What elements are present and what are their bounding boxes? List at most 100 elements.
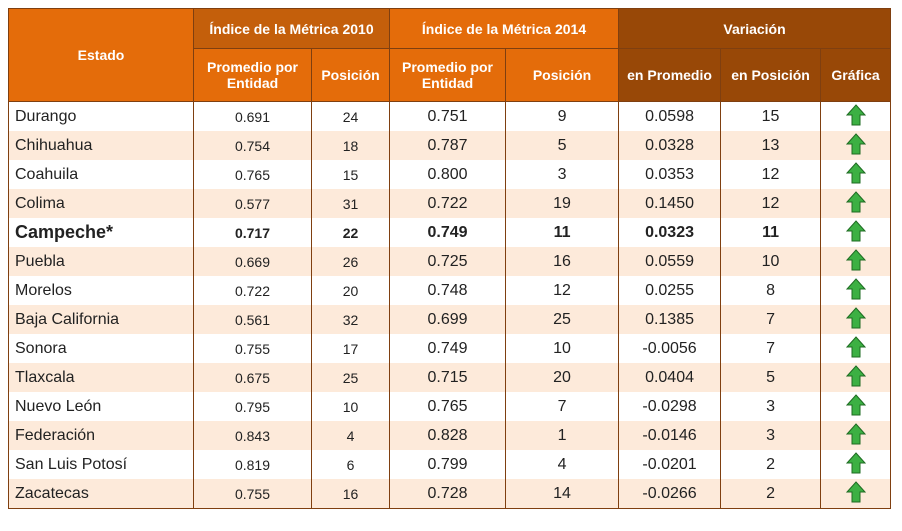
chart-cell (820, 101, 892, 131)
chart-cell (820, 392, 892, 421)
chart-cell (820, 189, 892, 218)
table-cell: Colima (8, 189, 194, 218)
table-cell: 0.1385 (618, 305, 722, 334)
up-arrow (845, 278, 866, 300)
table-cell: Zacatecas (8, 479, 194, 509)
table-cell: Coahuila (8, 160, 194, 189)
table-cell: 0.699 (389, 305, 507, 334)
table-cell: 0.828 (389, 421, 507, 450)
table-cell: 22 (310, 218, 391, 247)
up-arrow (845, 133, 866, 155)
metric-table: Estado Índice de la Métrica 2010 Índice … (8, 8, 892, 509)
table-row: Federación 0.843 4 0.828 1 -0.0146 3 (8, 421, 892, 450)
table-cell: 0.755 (193, 334, 312, 363)
table-row: Colima 0.577 31 0.722 19 0.1450 12 (8, 189, 892, 218)
table-row: Chihuahua 0.754 18 0.787 5 0.0328 13 (8, 131, 892, 160)
table-cell: Puebla (8, 247, 194, 276)
table-cell: 5 (720, 363, 822, 392)
table-cell: 17 (310, 334, 391, 363)
table-cell: 0.755 (193, 479, 312, 509)
table-cell: 3 (505, 160, 620, 189)
table-cell: Federación (8, 421, 194, 450)
table-cell: 0.675 (193, 363, 312, 392)
table-cell: 1 (505, 421, 620, 450)
table-cell: 16 (310, 479, 391, 509)
table-cell: 0.0255 (618, 276, 722, 305)
table-cell: 0.754 (193, 131, 312, 160)
header-cell: en Promedio (618, 48, 722, 102)
table-cell: -0.0201 (618, 450, 722, 479)
up-arrow (845, 191, 866, 213)
table-cell: 0.748 (389, 276, 507, 305)
table-cell: 11 (505, 218, 620, 247)
table-row: Sonora 0.755 17 0.749 10 -0.0056 7 (8, 334, 892, 363)
table-cell: 0.819 (193, 450, 312, 479)
table-cell: Morelos (8, 276, 194, 305)
table-cell: 19 (505, 189, 620, 218)
up-arrow (845, 249, 866, 271)
table-cell: 0.722 (193, 276, 312, 305)
chart-cell (820, 131, 892, 160)
table-cell: 10 (505, 334, 620, 363)
header-cell: Estado (8, 8, 194, 102)
table-cell: 14 (505, 479, 620, 509)
table-cell: 0.749 (389, 218, 507, 247)
table-row: Coahuila 0.765 15 0.800 3 0.0353 12 (8, 160, 892, 189)
table-cell: 20 (310, 276, 391, 305)
chart-cell (820, 363, 892, 392)
table-cell: 10 (720, 247, 822, 276)
chart-cell (820, 218, 892, 247)
table-cell: 5 (505, 131, 620, 160)
table-cell: 0.561 (193, 305, 312, 334)
header-cell: Promedio por Entidad (389, 48, 507, 102)
table-cell: 9 (505, 101, 620, 131)
table-cell: 0.717 (193, 218, 312, 247)
header-cell: en Posición (720, 48, 822, 102)
chart-cell (820, 421, 892, 450)
table-cell: 0.751 (389, 101, 507, 131)
table-cell: 4 (310, 421, 391, 450)
chart-cell (820, 479, 892, 509)
table-cell: 0.0404 (618, 363, 722, 392)
table-cell: 24 (310, 101, 391, 131)
table-cell: 16 (505, 247, 620, 276)
table-cell: 0.749 (389, 334, 507, 363)
up-arrow (845, 423, 866, 445)
table-cell: 4 (505, 450, 620, 479)
up-arrow (845, 307, 866, 329)
chart-cell (820, 247, 892, 276)
table-cell: 3 (720, 392, 822, 421)
up-arrow (845, 452, 866, 474)
table-cell: 0.691 (193, 101, 312, 131)
table-row: Tlaxcala 0.675 25 0.715 20 0.0404 5 (8, 363, 892, 392)
table-cell: 0.1450 (618, 189, 722, 218)
header-cell: Índice de la Métrica 2010 (192, 8, 391, 49)
table-cell: 0.0328 (618, 131, 722, 160)
header-cell: Índice de la Métrica 2014 (389, 8, 620, 49)
table-cell: Sonora (8, 334, 194, 363)
table-cell: 12 (720, 160, 822, 189)
table-cell: 0.669 (193, 247, 312, 276)
table-cell: 0.715 (389, 363, 507, 392)
table-cell: 0.765 (193, 160, 312, 189)
up-arrow (845, 394, 866, 416)
up-arrow (845, 365, 866, 387)
table-cell: 32 (310, 305, 391, 334)
table-cell: 6 (310, 450, 391, 479)
table-cell: 2 (720, 450, 822, 479)
table-row: Nuevo León 0.795 10 0.765 7 -0.0298 3 (8, 392, 892, 421)
up-arrow (845, 481, 866, 503)
table-cell: 0.787 (389, 131, 507, 160)
table-cell: -0.0298 (618, 392, 722, 421)
table-cell: 25 (505, 305, 620, 334)
table-row: Zacatecas 0.755 16 0.728 14 -0.0266 2 (8, 479, 892, 509)
table-cell: 12 (720, 189, 822, 218)
table-cell: 10 (310, 392, 391, 421)
header-cell: Posición (505, 48, 620, 102)
header-cell: Gráfica (820, 48, 892, 102)
table-cell: 11 (720, 218, 822, 247)
table-cell: 0.0323 (618, 218, 722, 247)
table-cell: 2 (720, 479, 822, 509)
table-cell: 0.0353 (618, 160, 722, 189)
